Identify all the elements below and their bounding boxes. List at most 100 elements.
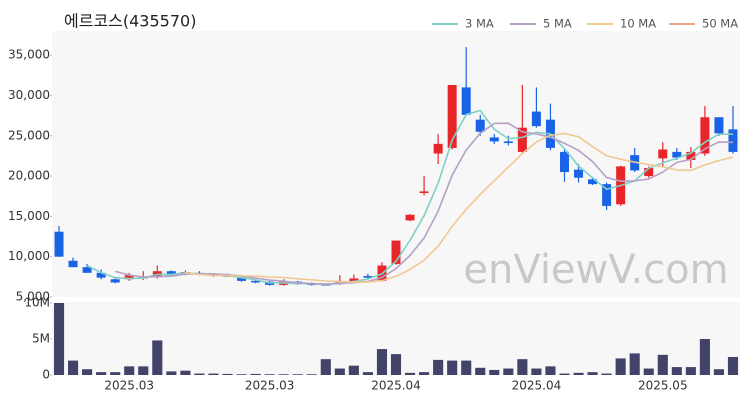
- volume-bar: [727, 357, 739, 375]
- candle-body: [714, 117, 724, 134]
- volume-bar: [643, 368, 654, 375]
- volume-bar: [489, 369, 500, 375]
- y-tick-label: 10M: [24, 296, 50, 310]
- y-tick-label: 5M: [32, 332, 50, 346]
- candle-body: [124, 275, 134, 280]
- volume-bar: [292, 374, 303, 375]
- volume-bar: [96, 372, 107, 375]
- volume-bar: [334, 368, 345, 375]
- candle-body: [251, 280, 261, 283]
- candle-body: [602, 184, 612, 206]
- volume-bar: [699, 339, 710, 375]
- volume-bar: [475, 367, 486, 375]
- volume-bar: [447, 360, 458, 375]
- legend-label: 5 MA: [543, 17, 572, 31]
- candle-body: [588, 179, 598, 185]
- volume-bar: [713, 369, 724, 375]
- candle-body: [686, 151, 696, 160]
- volume-bar: [601, 373, 612, 375]
- candle-body: [503, 141, 513, 144]
- candle-body: [110, 279, 120, 283]
- volume-bar: [531, 368, 542, 375]
- ma-line: [185, 132, 734, 283]
- candle-body: [405, 214, 415, 221]
- x-tick-label: 2025.04: [512, 379, 562, 393]
- y-tick-label: 10,000: [8, 249, 50, 263]
- volume-bar: [320, 359, 331, 375]
- chart-title: 에르코스(435570): [64, 12, 196, 31]
- volume-bar: [573, 372, 584, 375]
- x-tick-label: 2025.03: [104, 379, 154, 393]
- volume-bar: [503, 368, 514, 375]
- x-tick-label: 2025.03: [245, 379, 295, 393]
- volume-bar: [278, 374, 289, 375]
- volume-bar: [110, 372, 121, 375]
- volume-bar: [461, 360, 472, 375]
- volume-bar: [390, 354, 402, 375]
- volume-bar: [559, 373, 570, 375]
- candle-body: [54, 231, 64, 257]
- candle-body: [531, 111, 541, 127]
- candle-body: [96, 272, 106, 278]
- volume-bar: [517, 359, 528, 375]
- x-tick-label: 2025.04: [371, 379, 421, 393]
- volume-bar: [629, 353, 640, 375]
- watermark: enViewV.com: [463, 247, 728, 293]
- candle-body: [672, 151, 682, 158]
- volume-bar: [376, 349, 388, 375]
- volume-bar: [362, 372, 373, 375]
- candle-body: [700, 117, 710, 154]
- volume-bar: [222, 373, 233, 375]
- candle-body: [349, 278, 359, 282]
- y-tick-label: 15,000: [8, 209, 50, 223]
- volume-bar: [138, 366, 149, 375]
- volume-bar: [419, 372, 430, 375]
- volume-bar: [433, 359, 444, 375]
- y-tick-label: 35,000: [8, 48, 50, 62]
- volume-bar: [68, 360, 79, 375]
- candle-body: [237, 276, 247, 281]
- volume-bar: [208, 373, 219, 375]
- volume-bar: [306, 374, 317, 375]
- y-tick-label: 25,000: [8, 128, 50, 142]
- volume-bar: [236, 374, 247, 375]
- candle-body: [461, 87, 471, 115]
- y-tick-label: 5,000: [16, 290, 50, 304]
- volume-bar: [82, 369, 93, 375]
- candle-body: [559, 151, 569, 173]
- volume-bar: [404, 372, 416, 375]
- volume-bar: [152, 340, 163, 375]
- candle-body: [166, 271, 176, 276]
- candle-body: [447, 85, 457, 148]
- candle-body: [433, 143, 443, 154]
- legend-label: 50 MA: [702, 17, 738, 31]
- volume-bar: [685, 367, 696, 375]
- y-tick-label: 0: [42, 368, 50, 382]
- ma-line: [114, 122, 734, 285]
- candle-body: [644, 168, 654, 177]
- legend-label: 3 MA: [465, 17, 494, 31]
- candle-body: [517, 127, 527, 152]
- legend-label: 10 MA: [620, 17, 656, 31]
- candle-body: [658, 149, 668, 159]
- candle-body: [489, 137, 499, 142]
- candle-body: [68, 260, 78, 268]
- candle-body: [391, 240, 401, 264]
- volume-bar: [545, 366, 556, 375]
- candle-body: [728, 129, 738, 152]
- volume-bar: [124, 366, 135, 375]
- candle-body: [82, 267, 92, 273]
- volume-bar: [671, 367, 682, 375]
- volume-bar: [348, 365, 359, 375]
- volume-bar: [250, 373, 261, 375]
- volume-bar: [587, 372, 598, 375]
- candle-body: [419, 191, 429, 194]
- candle-body: [363, 276, 373, 278]
- volume-bar: [615, 358, 626, 375]
- volume-bar: [180, 370, 191, 375]
- y-tick-label: 30,000: [8, 88, 50, 102]
- volume-bar: [657, 354, 668, 375]
- x-tick-label: 2025.05: [638, 379, 688, 393]
- volume-bar: [194, 373, 205, 375]
